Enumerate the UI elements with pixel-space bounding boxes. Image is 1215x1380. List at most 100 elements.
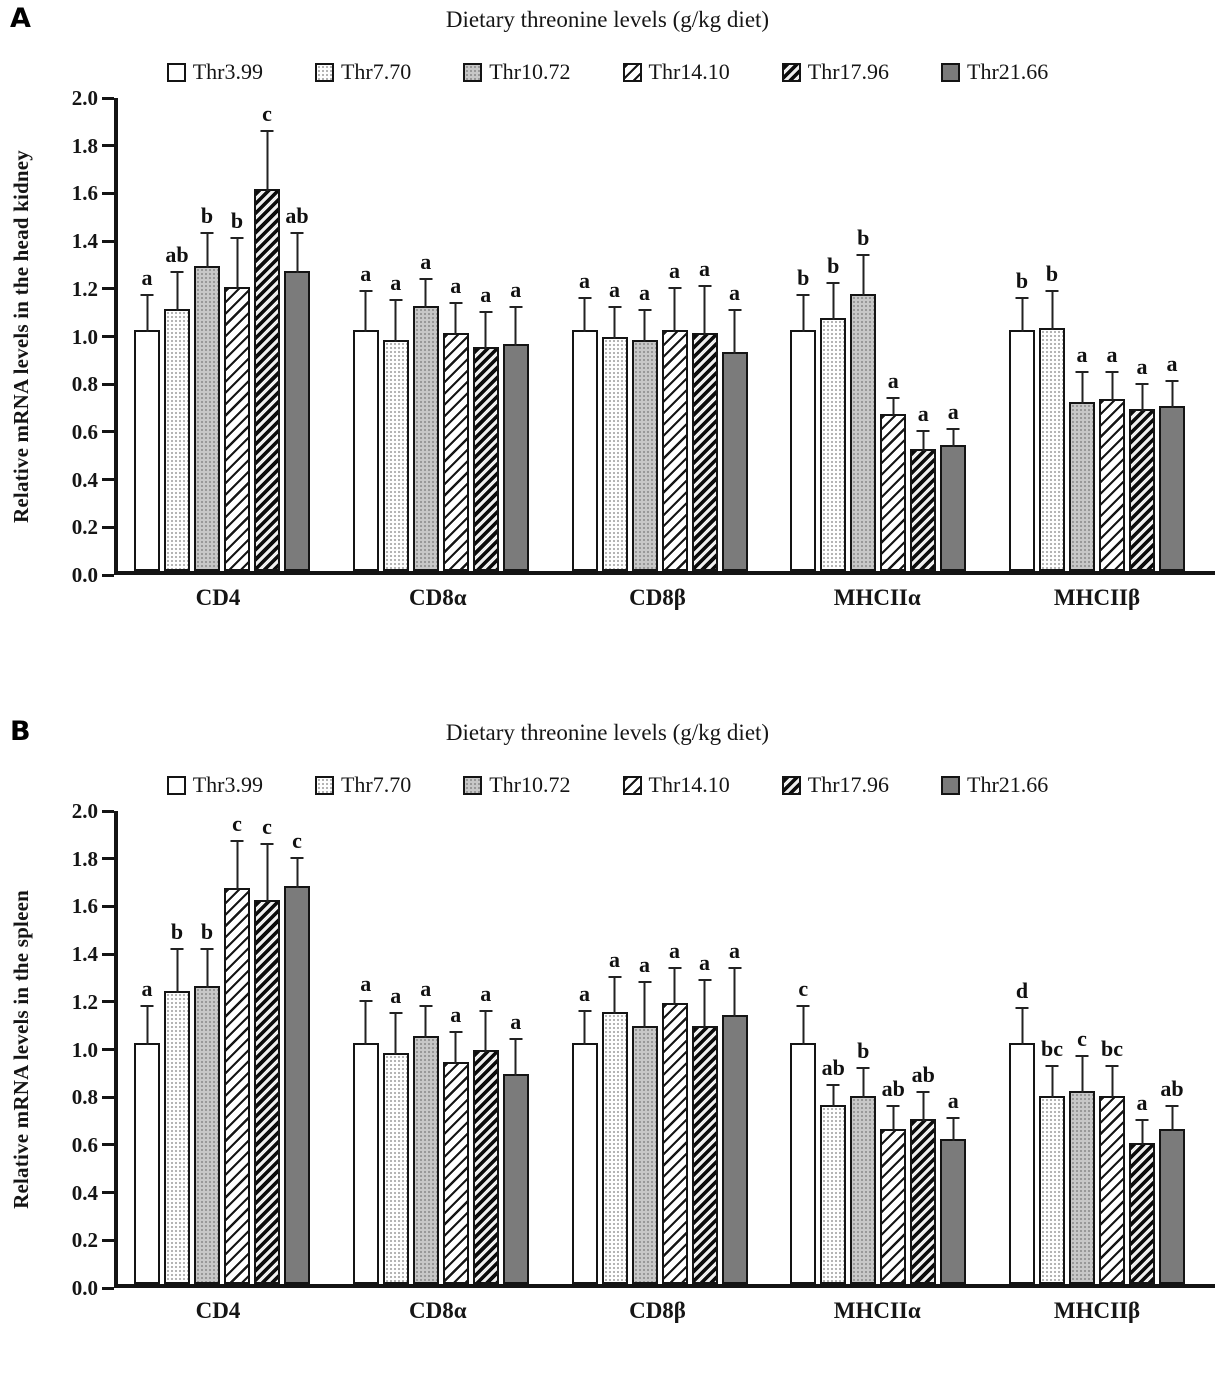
bar-Thr10.72 bbox=[631, 339, 658, 571]
bar-slot: a bbox=[940, 811, 967, 1284]
legend-swatch-white-icon bbox=[166, 62, 186, 82]
error-bar bbox=[479, 1009, 493, 1053]
significance-letter: d bbox=[1015, 978, 1029, 1004]
error-bar bbox=[200, 947, 214, 989]
panel-a-chart: Relative mRNA levels in the head kidney … bbox=[0, 86, 1215, 587]
bar-slot: a bbox=[571, 811, 598, 1284]
legend-swatch-hatch-diagonal-dense-icon bbox=[781, 62, 801, 82]
y-tick-label: 1.0 bbox=[71, 324, 98, 349]
error-bar bbox=[886, 1105, 900, 1131]
bar-slot: a bbox=[691, 98, 718, 571]
figure: A Dietary threonine levels (g/kg diet) T… bbox=[0, 4, 1215, 1323]
bar-slot: a bbox=[412, 98, 439, 571]
significance-letter: a bbox=[141, 265, 153, 291]
y-tick-mark bbox=[102, 287, 114, 291]
bar-Thr10.72 bbox=[412, 306, 439, 571]
bar-Thr17.96 bbox=[1129, 408, 1155, 571]
bar-Thr14.10 bbox=[880, 413, 907, 571]
bar-Thr17.96 bbox=[254, 900, 280, 1284]
bar-slot: a bbox=[502, 98, 529, 571]
error-bar bbox=[668, 966, 681, 1005]
legend-item: Thr3.99 bbox=[166, 772, 263, 798]
legend-swatch-dots-gray-icon bbox=[463, 775, 483, 795]
panel-b-plot-area: a b b c c c a a a a a a a a a a a a c ab b ab ab a d bc c bc a ab bbox=[114, 811, 1215, 1288]
bar-slot: a bbox=[412, 811, 439, 1284]
error-bar bbox=[389, 299, 403, 342]
bar-Thr7.70 bbox=[1039, 1095, 1065, 1284]
significance-letter: a bbox=[1136, 353, 1148, 379]
x-category-label: CD8α bbox=[408, 1298, 467, 1323]
legend-label: Thr3.99 bbox=[192, 772, 263, 797]
error-bar bbox=[449, 1031, 463, 1065]
panel-a-y-axis-label: Relative mRNA levels in the head kidney bbox=[8, 150, 33, 523]
legend-swatch-hatch-diagonal-icon bbox=[622, 775, 642, 795]
bar-Thr3.99 bbox=[790, 1043, 817, 1284]
significance-letter: b bbox=[797, 265, 810, 291]
significance-letter: a bbox=[480, 282, 492, 308]
bar-slot: b bbox=[164, 811, 190, 1284]
bar-slot: a bbox=[442, 98, 469, 571]
bar-slot: c bbox=[254, 811, 280, 1284]
significance-letter: a bbox=[390, 270, 402, 296]
significance-letter: a bbox=[510, 1009, 522, 1035]
bar-slot: a bbox=[502, 811, 529, 1284]
bar-slot: b bbox=[1009, 98, 1035, 571]
bar-Thr21.66 bbox=[1159, 406, 1185, 571]
bar-group-MHCIIβ: d bc c bc a ab bbox=[1009, 811, 1185, 1284]
panel-b-legend: Thr3.99 Thr7.70 Thr10.72 Thr14.10 Thr17.96 Th… bbox=[0, 769, 1215, 801]
error-bar bbox=[419, 1004, 433, 1038]
y-tick-label: 1.0 bbox=[71, 1037, 98, 1062]
error-bar bbox=[638, 308, 651, 342]
error-bar bbox=[946, 427, 960, 447]
bar-slot: a bbox=[382, 98, 409, 571]
bar-slot: bc bbox=[1099, 811, 1125, 1284]
bar-Thr21.66 bbox=[721, 1014, 748, 1284]
y-tick-mark bbox=[102, 952, 114, 956]
significance-letter: ab bbox=[821, 1054, 845, 1080]
bar-slot: ab bbox=[284, 98, 310, 571]
error-bar bbox=[290, 232, 304, 273]
significance-letter: ab bbox=[881, 1076, 905, 1102]
error-bar bbox=[826, 282, 840, 320]
bar-Thr10.72 bbox=[194, 985, 220, 1284]
error-bar bbox=[170, 270, 184, 311]
significance-letter: ab bbox=[1160, 1076, 1184, 1102]
bar-slot: a bbox=[352, 811, 379, 1284]
error-bar bbox=[140, 294, 154, 332]
bar-Thr10.72 bbox=[850, 294, 877, 571]
bar-Thr3.99 bbox=[1009, 1043, 1035, 1284]
x-category-label: MHCIIβ bbox=[1053, 1298, 1141, 1323]
legend-swatch-solid-gray-icon bbox=[941, 775, 961, 795]
y-tick-label: 0.2 bbox=[71, 515, 98, 540]
bar-Thr7.70 bbox=[820, 318, 847, 571]
bar-slot: b bbox=[790, 98, 817, 571]
bar-slot: ab bbox=[164, 98, 190, 571]
panel-b-ylabel-col: Relative mRNA levels in the spleen bbox=[0, 811, 42, 1288]
y-tick-mark bbox=[102, 904, 114, 908]
x-category-label: CD8β bbox=[629, 585, 686, 610]
error-bar bbox=[728, 966, 741, 1017]
legend-label: Thr14.10 bbox=[648, 59, 730, 84]
y-tick-label: 0.8 bbox=[71, 1085, 98, 1110]
bar-group-MHCIIα: c ab b ab ab a bbox=[790, 811, 967, 1284]
legend-label: Thr7.70 bbox=[340, 59, 412, 84]
bar-Thr3.99 bbox=[352, 330, 379, 571]
x-category-label: MHCIIα bbox=[833, 585, 921, 610]
bar-Thr21.66 bbox=[284, 885, 310, 1284]
error-bar bbox=[1075, 1055, 1089, 1093]
x-category-label: MHCIIα bbox=[833, 1298, 921, 1323]
bar-Thr14.10 bbox=[1099, 399, 1125, 571]
panel-b-header: B Dietary threonine levels (g/kg diet) bbox=[0, 717, 1215, 753]
bar-Thr14.10 bbox=[880, 1128, 907, 1284]
bar-Thr14.10 bbox=[442, 1062, 469, 1284]
y-tick-mark bbox=[102, 1286, 114, 1290]
bar-Thr3.99 bbox=[571, 1043, 598, 1284]
y-tick-mark bbox=[102, 573, 114, 577]
bar-slot: ab bbox=[1159, 811, 1185, 1284]
bar-slot: a bbox=[1099, 98, 1125, 571]
bar-slot: a bbox=[1129, 98, 1155, 571]
error-bar bbox=[698, 978, 711, 1029]
y-tick-mark bbox=[102, 430, 114, 434]
significance-letter: a bbox=[699, 255, 710, 281]
error-bar bbox=[509, 306, 523, 347]
